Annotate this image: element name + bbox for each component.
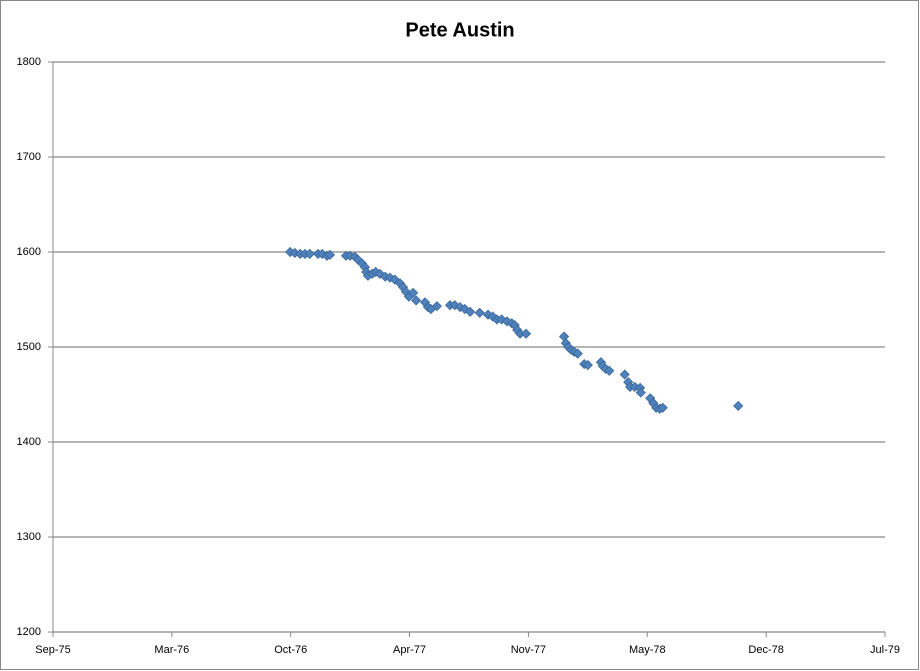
y-tick-label: 1500 bbox=[17, 341, 41, 353]
scatter-point bbox=[324, 249, 336, 260]
scatter-point bbox=[408, 287, 419, 298]
scatter-point bbox=[619, 369, 630, 380]
scatter-point bbox=[496, 314, 507, 325]
scatter-point bbox=[582, 359, 593, 371]
scatter-point bbox=[474, 307, 485, 318]
x-tick-label: May-78 bbox=[629, 644, 666, 656]
scatter-point bbox=[465, 306, 476, 317]
x-tick-label: Dec-78 bbox=[748, 644, 783, 656]
y-tick-label: 1800 bbox=[17, 56, 41, 68]
y-tick-label: 1400 bbox=[17, 436, 41, 448]
y-tick-label: 1300 bbox=[17, 531, 41, 543]
x-tick-label: Oct-76 bbox=[274, 644, 307, 656]
scatter-point bbox=[733, 400, 744, 411]
scatter-point bbox=[411, 295, 422, 306]
chart-title: Pete Austin bbox=[405, 19, 514, 41]
y-tick-label: 1600 bbox=[17, 246, 41, 258]
x-tick-label: Apr-77 bbox=[393, 644, 426, 656]
scatter-point bbox=[304, 248, 315, 259]
x-tick-label: Nov-77 bbox=[511, 644, 546, 656]
y-tick-label: 1200 bbox=[17, 626, 41, 638]
scatter-point bbox=[635, 387, 646, 398]
scatter-point bbox=[520, 328, 532, 339]
scatter-point bbox=[455, 302, 466, 313]
x-tick-label: Jul-79 bbox=[870, 644, 900, 656]
y-tick-label: 1700 bbox=[17, 151, 41, 163]
scatter-point bbox=[431, 301, 442, 312]
scatter-point bbox=[572, 348, 583, 359]
scatter-point bbox=[604, 365, 615, 376]
x-tick-label: Sep-75 bbox=[35, 644, 70, 656]
x-tick-label: Mar-76 bbox=[154, 644, 189, 656]
scatter-point bbox=[657, 402, 668, 413]
